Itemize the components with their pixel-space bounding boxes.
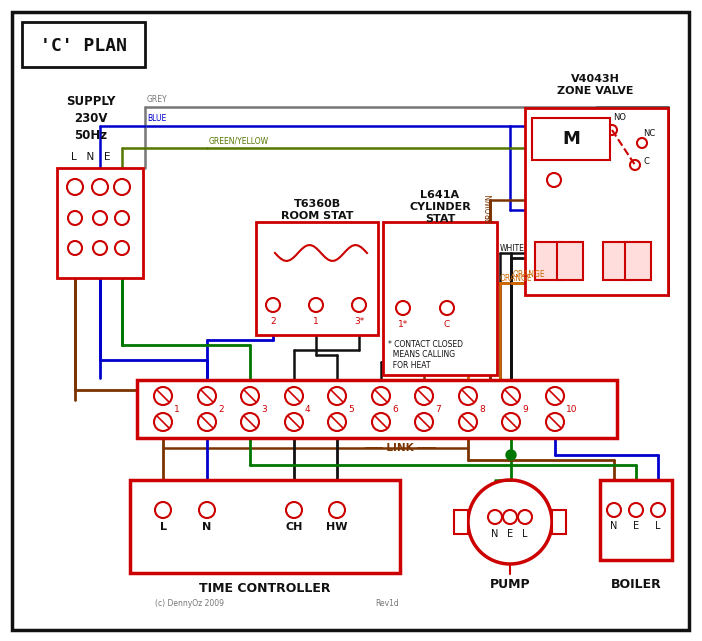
Text: 10: 10 bbox=[566, 404, 578, 413]
Text: 3*: 3* bbox=[354, 317, 364, 326]
FancyBboxPatch shape bbox=[130, 480, 400, 573]
Text: E: E bbox=[633, 521, 639, 531]
Text: 4: 4 bbox=[305, 404, 310, 413]
Text: GREY: GREY bbox=[147, 95, 168, 104]
Text: L: L bbox=[655, 521, 661, 531]
Text: NO: NO bbox=[613, 113, 626, 122]
FancyBboxPatch shape bbox=[625, 242, 651, 280]
Text: 5: 5 bbox=[348, 404, 354, 413]
Text: V4043H
ZONE VALVE: V4043H ZONE VALVE bbox=[557, 74, 633, 96]
Text: BOILER: BOILER bbox=[611, 578, 661, 590]
Text: 2: 2 bbox=[270, 317, 276, 326]
Text: L641A
CYLINDER
STAT: L641A CYLINDER STAT bbox=[409, 190, 471, 224]
Text: 3: 3 bbox=[261, 404, 267, 413]
Text: N: N bbox=[202, 522, 211, 532]
FancyBboxPatch shape bbox=[12, 12, 689, 630]
FancyBboxPatch shape bbox=[137, 380, 617, 438]
FancyBboxPatch shape bbox=[532, 118, 610, 160]
Text: 1: 1 bbox=[313, 317, 319, 326]
Text: E: E bbox=[507, 529, 513, 539]
FancyBboxPatch shape bbox=[552, 510, 566, 534]
FancyBboxPatch shape bbox=[57, 168, 143, 278]
Text: 6: 6 bbox=[392, 404, 398, 413]
Text: C: C bbox=[444, 320, 450, 329]
Text: 'C' PLAN: 'C' PLAN bbox=[39, 37, 126, 55]
Text: ORANGE: ORANGE bbox=[500, 274, 533, 283]
Text: CH: CH bbox=[285, 522, 303, 532]
Text: 9: 9 bbox=[522, 404, 528, 413]
FancyBboxPatch shape bbox=[557, 242, 583, 280]
Text: N: N bbox=[610, 521, 618, 531]
Text: Rev1d: Rev1d bbox=[375, 599, 399, 608]
Circle shape bbox=[506, 450, 516, 460]
Text: L: L bbox=[522, 529, 528, 539]
FancyBboxPatch shape bbox=[535, 242, 561, 280]
FancyBboxPatch shape bbox=[256, 222, 378, 335]
FancyBboxPatch shape bbox=[600, 480, 672, 560]
Text: SUPPLY
230V
50Hz: SUPPLY 230V 50Hz bbox=[66, 94, 116, 142]
Text: ORANGE: ORANGE bbox=[513, 270, 545, 279]
Text: ─── LINK ───: ─── LINK ─── bbox=[364, 443, 436, 453]
Text: 2: 2 bbox=[218, 404, 224, 413]
Text: L   N   E: L N E bbox=[71, 152, 111, 162]
Text: * CONTACT CLOSED
  MEANS CALLING
  FOR HEAT: * CONTACT CLOSED MEANS CALLING FOR HEAT bbox=[388, 340, 463, 370]
FancyBboxPatch shape bbox=[22, 22, 145, 67]
Text: HW: HW bbox=[326, 522, 347, 532]
Text: PUMP: PUMP bbox=[490, 578, 530, 590]
Text: NC: NC bbox=[643, 129, 655, 138]
Text: 1: 1 bbox=[174, 404, 180, 413]
Text: T6360B
ROOM STAT: T6360B ROOM STAT bbox=[281, 199, 353, 221]
Text: TIME CONTROLLER: TIME CONTROLLER bbox=[199, 581, 331, 594]
FancyBboxPatch shape bbox=[383, 222, 497, 375]
Text: BLUE: BLUE bbox=[147, 114, 166, 123]
FancyBboxPatch shape bbox=[454, 510, 468, 534]
Text: L: L bbox=[159, 522, 166, 532]
FancyBboxPatch shape bbox=[525, 108, 668, 295]
Text: 8: 8 bbox=[479, 404, 485, 413]
Text: WHITE: WHITE bbox=[500, 244, 525, 253]
Text: 1*: 1* bbox=[398, 320, 408, 329]
FancyBboxPatch shape bbox=[603, 242, 629, 280]
Text: 7: 7 bbox=[435, 404, 441, 413]
Text: BROWN: BROWN bbox=[486, 193, 494, 223]
Text: M: M bbox=[562, 130, 580, 148]
Text: C: C bbox=[643, 157, 649, 166]
Text: (c) DennyOz 2009: (c) DennyOz 2009 bbox=[155, 599, 224, 608]
Text: N: N bbox=[491, 529, 498, 539]
Text: GREEN/YELLOW: GREEN/YELLOW bbox=[209, 136, 269, 145]
